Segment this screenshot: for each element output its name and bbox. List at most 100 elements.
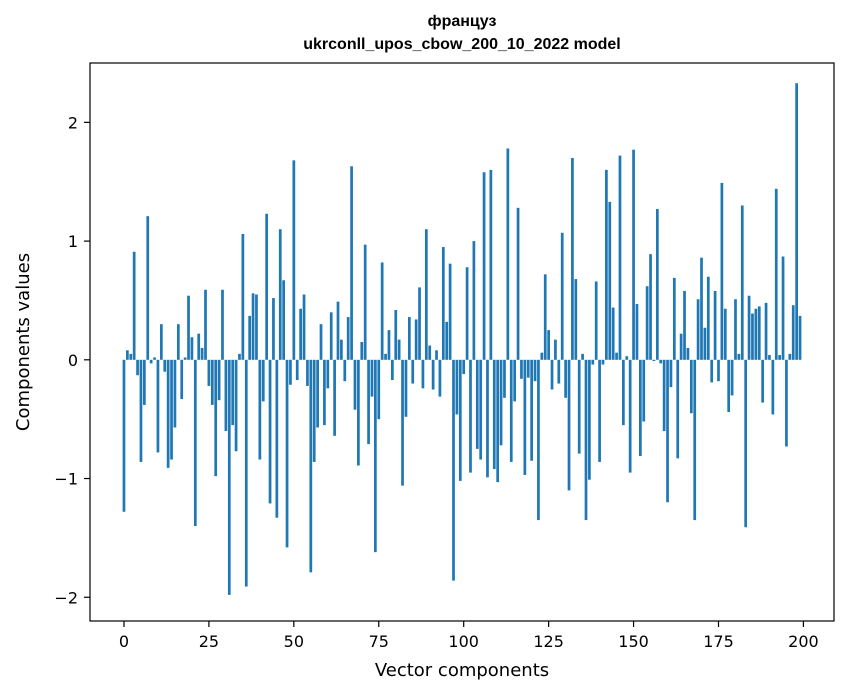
bar [309, 359, 313, 573]
bar [265, 213, 269, 360]
bar [241, 233, 245, 360]
bar [672, 277, 676, 360]
bar [465, 267, 469, 360]
x-tick-label: 125 [533, 632, 564, 651]
bar [550, 359, 554, 390]
axes-frame [89, 62, 835, 622]
bar [798, 315, 802, 360]
bar [761, 359, 765, 403]
bar [526, 359, 530, 378]
bar [547, 330, 550, 360]
bar [622, 359, 625, 426]
x-tick-label: 200 [788, 632, 819, 651]
bar [516, 207, 520, 360]
bar [244, 359, 248, 587]
bar [588, 359, 591, 480]
bar [329, 312, 333, 360]
bar [747, 295, 751, 360]
bar [564, 359, 567, 398]
bar [605, 169, 608, 360]
bar [343, 359, 347, 382]
bar [771, 359, 775, 415]
bar [394, 309, 398, 360]
bar [615, 352, 618, 360]
bar [581, 353, 584, 360]
bar [411, 359, 415, 384]
bar [557, 359, 561, 384]
bar [166, 359, 170, 468]
bar [268, 359, 272, 504]
bar [717, 359, 720, 382]
bar [312, 359, 316, 462]
bar [503, 359, 506, 398]
bar [126, 350, 129, 360]
x-axis-label: Vector components [375, 660, 549, 681]
x-tick-label: 175 [703, 632, 734, 651]
bar [418, 287, 421, 360]
bar [652, 359, 656, 361]
bar [445, 321, 449, 360]
bar [146, 216, 150, 360]
bar [159, 324, 163, 360]
bar [458, 359, 462, 481]
bar [778, 355, 782, 360]
bar [618, 155, 622, 360]
bar [438, 359, 442, 397]
bar [424, 229, 428, 360]
y-tick-label: 0 [68, 351, 78, 370]
bar [723, 308, 727, 360]
bar [689, 359, 693, 414]
bar [537, 359, 540, 521]
x-tick-label: 100 [448, 632, 479, 651]
bar [655, 209, 659, 360]
bar [635, 304, 639, 360]
bar [754, 308, 758, 360]
bar [577, 359, 581, 454]
bar [183, 357, 187, 360]
bar [370, 359, 374, 397]
bar [190, 337, 194, 360]
bar [523, 359, 527, 475]
bar [295, 359, 299, 380]
bar [632, 149, 635, 360]
bar [142, 359, 146, 405]
bar [591, 359, 595, 365]
bar [170, 359, 173, 460]
bar [299, 308, 302, 360]
bar [390, 359, 394, 380]
bar [431, 359, 435, 390]
y-tick-label: 1 [68, 232, 78, 251]
bar [285, 359, 289, 548]
bar [306, 359, 309, 386]
bar [720, 182, 724, 360]
bar [326, 359, 330, 389]
bar [642, 359, 646, 422]
bar [530, 359, 534, 461]
bar [533, 359, 537, 382]
bar [261, 359, 265, 402]
bar [374, 359, 377, 553]
bar [367, 359, 370, 445]
y-axis-label: Components values [13, 253, 34, 431]
bar [686, 347, 690, 360]
bar [543, 274, 547, 360]
bar [407, 317, 411, 360]
bar [496, 359, 500, 483]
bar [255, 294, 258, 360]
bar [757, 306, 761, 360]
bar [598, 359, 601, 462]
bar [200, 347, 204, 360]
bar [122, 359, 126, 512]
bar [210, 359, 214, 405]
bar [706, 276, 710, 360]
bar [764, 302, 768, 360]
bar [594, 281, 598, 360]
bar [149, 359, 153, 364]
bar [275, 359, 279, 518]
bar [176, 324, 180, 360]
bar [486, 359, 489, 478]
bar [560, 232, 564, 360]
bar [350, 166, 353, 360]
bar [730, 359, 734, 396]
